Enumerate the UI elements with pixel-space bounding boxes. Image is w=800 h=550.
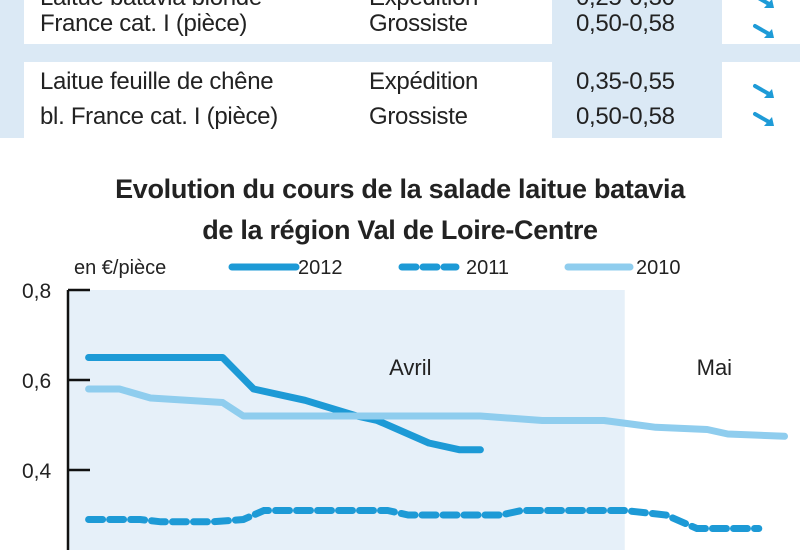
trend-down-icon bbox=[753, 24, 774, 38]
price-table: Laitue batavia blonde France cat. I (piè… bbox=[0, 0, 800, 138]
y-tick-label: 0,8 bbox=[22, 280, 51, 303]
market-stage: Grossiste bbox=[369, 103, 468, 130]
period-label: Avril bbox=[389, 355, 431, 380]
product-cell bbox=[24, 62, 320, 138]
chart-subtitle: de la région Val de Loire-Centre bbox=[202, 215, 598, 245]
product-cell bbox=[24, 0, 320, 44]
market-stage: Grossiste bbox=[369, 10, 468, 37]
product-name-line: Laitue feuille de chêne bbox=[40, 68, 274, 95]
legend-label-2011: 2011 bbox=[466, 257, 509, 279]
stage-cell bbox=[320, 62, 552, 138]
trend-down-icon bbox=[753, 112, 774, 126]
legend-label-2010: 2010 bbox=[636, 257, 681, 279]
price-range: 0,35-0,55 bbox=[576, 68, 675, 95]
trend-cell bbox=[722, 0, 800, 44]
product-name-line: France cat. I (pièce) bbox=[40, 10, 248, 37]
trend-cell bbox=[722, 62, 800, 138]
y-axis-unit-label: en €/pièce bbox=[74, 257, 166, 279]
period-label: Mai bbox=[697, 355, 732, 380]
trend-down-icon bbox=[753, 84, 774, 98]
trend-down-icon bbox=[757, 0, 774, 8]
y-tick-label: 0,4 bbox=[22, 460, 52, 483]
product-name-line: bl. France cat. I (pièce) bbox=[40, 103, 278, 130]
market-stage: Expédition bbox=[369, 0, 478, 15]
series-line-2010 bbox=[85, 385, 788, 440]
market-stage: Expédition bbox=[369, 68, 479, 95]
product-name-line: Laitue batavia blonde bbox=[40, 0, 262, 15]
series-line-2012 bbox=[85, 354, 484, 454]
chart-title: Evolution du cours de la salade laitue b… bbox=[115, 174, 685, 204]
price-range: 0,50-0,58 bbox=[576, 10, 675, 37]
series-line-2011 bbox=[85, 507, 763, 532]
price-range: 0,25-0,30 bbox=[576, 0, 675, 15]
price-range: 0,50-0,58 bbox=[576, 103, 675, 130]
y-tick-label: 0,6 bbox=[22, 370, 51, 393]
legend-label-2012: 2012 bbox=[298, 257, 343, 279]
stage-cell bbox=[320, 0, 552, 44]
